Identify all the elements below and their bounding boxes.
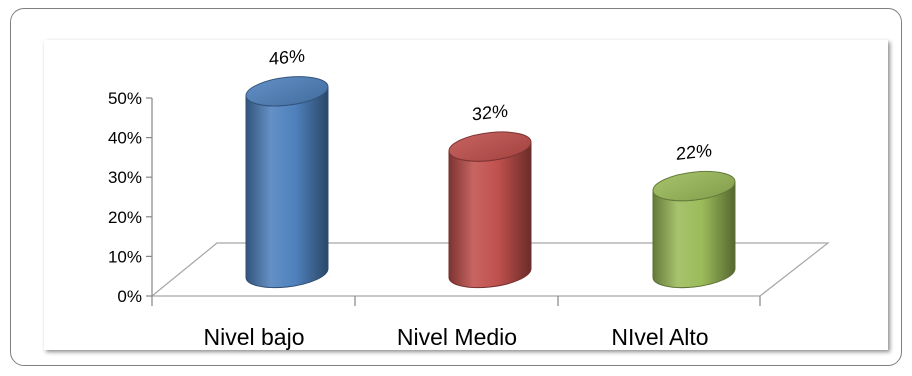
x-category-label: NIvel Alto [611, 324, 708, 350]
y-tick-label: 20% [108, 208, 142, 227]
y-axis: 0% 10% 20% 30% 40% 50% [108, 89, 153, 306]
y-tick-label: 0% [117, 287, 142, 306]
y-tick-label: 10% [108, 247, 142, 266]
bar-2 [448, 131, 532, 289]
bar-top [448, 131, 532, 162]
data-label: 22% [676, 140, 712, 164]
y-tick-label: 40% [108, 129, 142, 148]
bar-1 [245, 76, 329, 289]
y-tick-label: 50% [108, 89, 142, 108]
bar-3 [652, 170, 736, 289]
x-axis: Nivel bajo Nivel Medio NIvel Alto [151, 296, 761, 350]
bar-top [245, 76, 329, 107]
chart-floor [150, 242, 830, 297]
data-labels: 46% 32% 22% [269, 45, 712, 164]
floor-plane [150, 242, 830, 297]
bars [245, 76, 736, 289]
bar-body [245, 86, 329, 289]
x-category-label: Nivel bajo [204, 324, 305, 350]
bar-body [448, 142, 532, 289]
x-category-label: Nivel Medio [397, 324, 517, 350]
bar-top [652, 170, 736, 202]
data-label: 46% [269, 45, 305, 69]
data-label: 32% [472, 101, 508, 125]
y-tick-label: 30% [108, 168, 142, 187]
